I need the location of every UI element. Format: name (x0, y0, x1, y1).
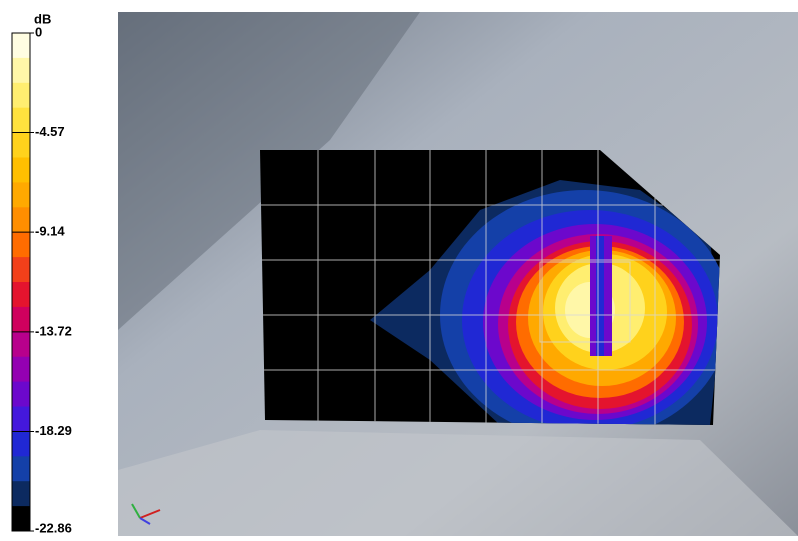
surface-shade (118, 430, 798, 536)
color-band (12, 406, 30, 432)
color-band (12, 306, 30, 333)
color-band (12, 257, 30, 283)
viewport (118, 12, 798, 536)
colorbar: 0 -4.57 -9.14 -13.72 -18.29 -22.86 (11, 24, 72, 535)
field-map (260, 150, 720, 425)
color-band (12, 157, 30, 183)
color-band (12, 107, 30, 134)
tick-label: -4.57 (35, 124, 65, 139)
tick-label: -22.86 (35, 520, 72, 535)
color-band (12, 506, 30, 532)
color-band (12, 481, 30, 507)
color-band (12, 282, 30, 308)
color-band (12, 381, 30, 407)
color-band (12, 356, 30, 383)
unit-label: dB (34, 11, 51, 26)
color-band (12, 456, 30, 482)
color-band (12, 232, 30, 258)
tick-label: -9.14 (35, 224, 65, 239)
color-band (12, 57, 30, 84)
color-band (12, 331, 30, 358)
color-band (12, 431, 30, 457)
color-band (12, 82, 30, 109)
color-band (12, 132, 30, 158)
axis-triad (131, 503, 161, 525)
color-band (12, 182, 30, 208)
color-band (12, 33, 30, 59)
tick-label: 0 (35, 24, 42, 39)
color-band (12, 207, 30, 233)
tick-label: -13.72 (35, 323, 72, 338)
tick-label: -18.29 (35, 423, 72, 438)
